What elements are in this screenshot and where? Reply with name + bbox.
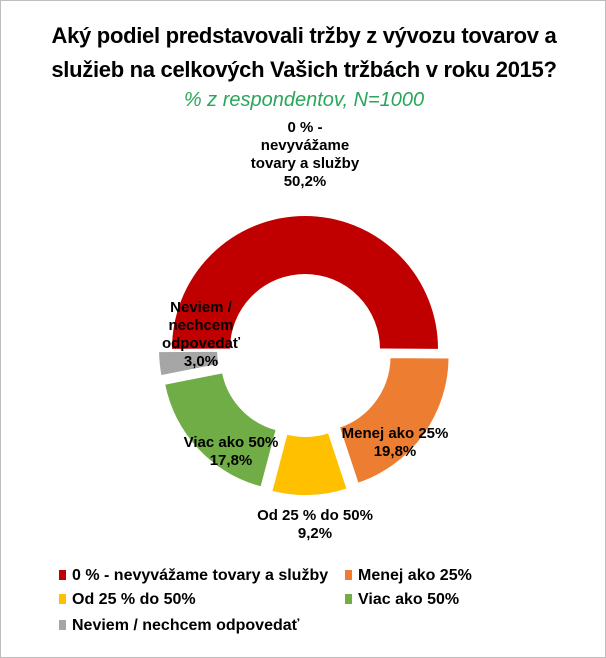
data-label-2-line-0: Od 25 % do 50% (257, 507, 373, 524)
data-label-4: Neviem / nechcem odpovedať 3,0% (162, 299, 241, 370)
slice-0 (170, 213, 440, 351)
chart-title-line-2: služieb na celkových Vašich tržbách v ro… (51, 57, 557, 82)
data-label-4-line-0: Neviem / (170, 299, 233, 316)
legend-swatch-2 (59, 594, 66, 604)
data-label-4-line-1: nechcem (168, 317, 233, 334)
doughnut-chart: 0 % -nevyvážame tovary a služby 50,2% Menej… (157, 119, 451, 542)
slice-3 (162, 371, 278, 489)
data-label-4-line-3: 3,0% (184, 353, 218, 370)
data-label-1: Menej ako 25% 19,8% (342, 425, 449, 460)
legend-label-2: Od 25 % do 50% (72, 591, 196, 608)
data-label-2: Od 25 % do 50% 9,2% (257, 507, 373, 542)
legend-label-3: Viac ako 50% (358, 591, 460, 608)
slice-1 (337, 356, 451, 486)
slice-4 (157, 349, 221, 378)
chart-subtitle: % z respondentov, N=1000 (183, 89, 425, 111)
data-label-0-line-3: 50,2% (284, 173, 327, 190)
data-label-0-line-1: nevyvážame (261, 137, 349, 154)
legend-item-1: Menej ako 25% (345, 567, 472, 585)
legend-item-2: Od 25 % do 50% (59, 591, 196, 609)
data-label-2-line-1: 9,2% (298, 525, 332, 542)
data-label-3: Viac ako 50% 17,8% (184, 434, 279, 469)
legend-swatch-3 (345, 594, 352, 604)
data-label-0-line-0: 0 % - (287, 119, 322, 136)
data-label-1-line-0: Menej ako 25% (342, 425, 449, 442)
legend-item-4: Neviem / nechcem odpovedať (59, 617, 299, 635)
legend-label-1: Menej ako 25% (358, 567, 472, 584)
legend-label-4: Neviem / nechcem odpovedať (72, 617, 300, 634)
data-label-3-line-0: Viac ako 50% (184, 434, 279, 451)
legend-swatch-0 (59, 570, 66, 580)
data-label-0: 0 % -nevyvážame tovary a služby 50,2% (251, 119, 360, 190)
legend-item-0: 0 % - nevyvážame tovary a služby (59, 567, 328, 585)
data-label-3-line-1: 17,8% (210, 452, 253, 469)
legend-swatch-4 (59, 620, 66, 630)
chart-title-line-1: Aký podiel predstavovali tržby z vývozu … (51, 23, 557, 48)
data-label-4-line-2: odpovedať (162, 335, 241, 352)
slice-2 (270, 430, 349, 497)
legend-label-0: 0 % - nevyvážame tovary a služby (72, 567, 329, 584)
data-label-0-line-2: tovary a služby (251, 155, 360, 172)
legend-item-3: Viac ako 50% (345, 591, 459, 609)
data-label-1-line-1: 19,8% (374, 443, 417, 460)
legend-swatch-1 (345, 570, 352, 580)
